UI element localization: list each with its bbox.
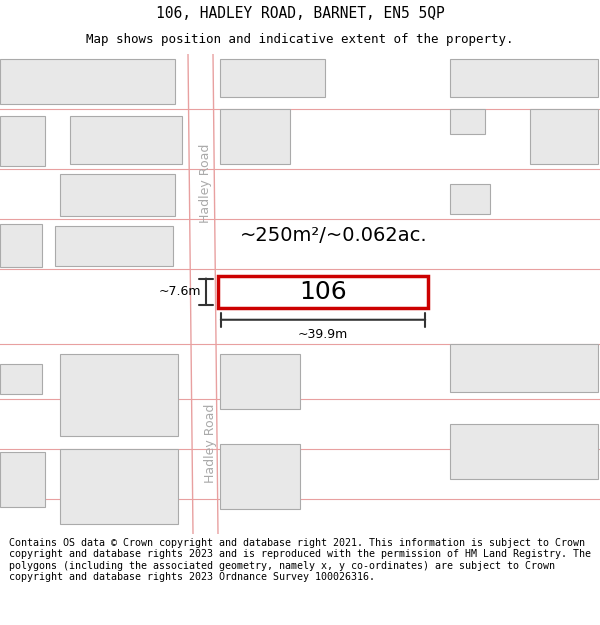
Text: Hadley Road: Hadley Road [204, 404, 217, 484]
Bar [220, 354, 300, 409]
Bar [60, 354, 178, 436]
Bar [220, 59, 325, 97]
Bar [450, 59, 598, 97]
Text: ~250m²/~0.062ac.: ~250m²/~0.062ac. [239, 226, 427, 245]
Bar [55, 226, 173, 266]
Bar [450, 184, 490, 214]
Bar [0, 116, 45, 166]
Bar [450, 424, 598, 479]
Text: Map shows position and indicative extent of the property.: Map shows position and indicative extent… [86, 33, 514, 46]
Text: 106, HADLEY ROAD, BARNET, EN5 5QP: 106, HADLEY ROAD, BARNET, EN5 5QP [155, 6, 445, 21]
Text: 106: 106 [299, 280, 347, 304]
Bar [220, 444, 300, 509]
Bar [0, 452, 45, 507]
Bar [530, 109, 598, 164]
Bar [0, 364, 42, 394]
Bar [450, 344, 598, 392]
Bar [0, 59, 175, 104]
Text: Contains OS data © Crown copyright and database right 2021. This information is : Contains OS data © Crown copyright and d… [9, 538, 591, 582]
Bar [220, 109, 290, 164]
Bar [450, 109, 485, 134]
Bar [0, 224, 42, 267]
Polygon shape [188, 54, 218, 534]
Text: ~39.9m: ~39.9m [298, 328, 348, 341]
Bar [218, 276, 428, 308]
Text: Hadley Road: Hadley Road [199, 144, 212, 223]
Bar [60, 449, 178, 524]
Bar [70, 116, 182, 164]
Bar [60, 174, 175, 216]
Text: ~7.6m: ~7.6m [158, 285, 201, 298]
